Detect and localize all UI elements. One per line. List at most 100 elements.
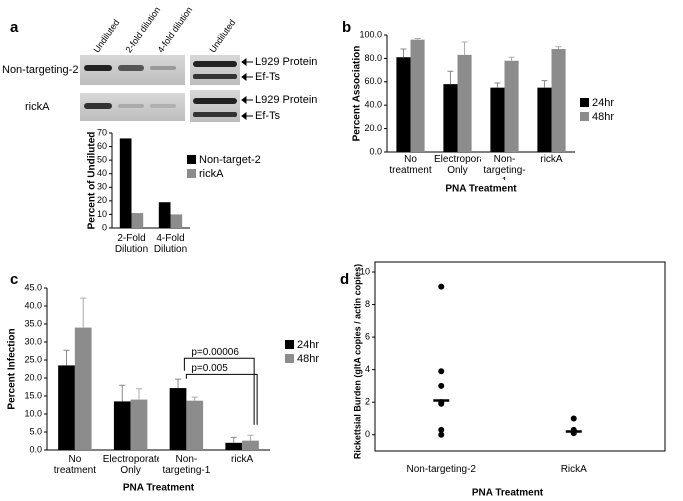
bar [457, 54, 472, 152]
panel-label: c [10, 271, 18, 288]
x-tick-label: rickA [540, 154, 563, 165]
error-bar [494, 82, 501, 88]
legend-label: Non-target-2 [199, 154, 261, 166]
y-tick-label: 30 [97, 182, 107, 192]
lane-label: 4-fold dilution [155, 5, 194, 55]
y-tick-label: 60 [97, 141, 107, 151]
legend-swatch [285, 354, 294, 363]
lane-label: Undiluted [207, 18, 237, 55]
y-tick-label: 5.0 [29, 426, 42, 436]
point [438, 382, 445, 389]
x-tick-label: Electroporated Only [434, 154, 481, 176]
band-label: L929 Protein [255, 94, 317, 106]
x-tick-label: 4-Fold Dilution [153, 233, 188, 255]
x-tick-label: Electroporated Only [103, 454, 159, 476]
y-tick-label: 10 [360, 266, 370, 276]
y-tick-label: 20 [97, 195, 107, 205]
x-tick-label: No treatment [53, 454, 96, 476]
legend-label: 24hr [297, 339, 319, 351]
y-tick-label: 70 [97, 127, 107, 137]
error-bar [461, 41, 468, 55]
lane-label: Undiluted [91, 18, 121, 55]
x-tick-label: Non-targeting-1 [162, 454, 211, 476]
x-tick-label: Non-targeting-1 [162, 454, 211, 476]
x-tick-label: Non-targeting-2 [407, 464, 476, 475]
bar [58, 365, 75, 450]
bar [504, 60, 519, 152]
bar [158, 202, 171, 228]
error-bar [119, 384, 126, 402]
y-tick-label: 6 [365, 331, 370, 341]
legend-label: 24hr [592, 97, 614, 109]
y-tick-label: 45.0 [24, 282, 42, 292]
error-bar [230, 436, 237, 443]
error-bar [191, 396, 198, 401]
y-tick-label: 40.0 [364, 100, 382, 110]
bar [225, 442, 243, 450]
y-tick-label: 4 [365, 364, 370, 374]
bar [242, 440, 259, 450]
point [438, 368, 445, 375]
x-tick-label: No treatment [53, 454, 96, 476]
y-tick-label: 0 [102, 222, 107, 232]
x-axis-label: PNA Treatment [123, 483, 195, 494]
row-label: rickA [25, 101, 50, 113]
point [438, 400, 445, 407]
point [438, 431, 445, 438]
legend-label: rickA [199, 168, 224, 180]
y-tick-label: 40 [97, 168, 107, 178]
legend-label: 48hr [592, 111, 614, 123]
y-axis-label: Percent Association [352, 46, 363, 142]
bar [186, 400, 204, 450]
bar [170, 214, 183, 228]
legend-label: 48hr [297, 353, 319, 365]
panel-label: b [342, 19, 351, 36]
x-tick-label: RickA [560, 464, 587, 475]
bar [169, 388, 187, 450]
y-tick-label: 60.0 [364, 76, 382, 86]
y-tick-label: 10 [97, 209, 107, 219]
band-label: L929 Protein [255, 56, 317, 68]
x-tick-label: RickA [560, 464, 587, 475]
panel-label: a [10, 19, 19, 36]
error-bar [247, 434, 254, 441]
y-tick-label: 40.0 [24, 300, 42, 310]
point [438, 283, 445, 290]
point [570, 415, 577, 422]
bar [119, 138, 132, 228]
bar [551, 49, 566, 152]
legend-swatch [580, 98, 589, 107]
bar [74, 327, 92, 450]
y-tick-label: 35.0 [24, 318, 42, 328]
error-bar [63, 349, 70, 366]
bar [490, 87, 505, 152]
x-tick-label: rickA [231, 454, 253, 465]
y-tick-label: 30.0 [24, 336, 42, 346]
bar [537, 87, 552, 152]
y-tick-label: 0.0 [29, 444, 42, 454]
y-tick-label: 20.0 [364, 123, 382, 133]
significance-bracket [185, 373, 258, 425]
error-bar [541, 80, 548, 88]
bar [410, 39, 425, 152]
x-tick-label: 2-Fold Dilution [114, 233, 149, 255]
annotation: p=0.00006 [191, 347, 239, 358]
x-tick-label: No treatment [389, 154, 432, 176]
bar [443, 84, 458, 152]
bar [113, 401, 131, 450]
y-axis-label: Percent of Undiluted [87, 132, 98, 230]
y-tick-label: 100.0 [359, 29, 382, 39]
y-axis-label: Rickettsial Burden (gltA copies / actin … [352, 264, 362, 459]
error-bar [447, 70, 454, 85]
x-tick-label: 2-Fold Dilution [114, 233, 149, 255]
x-tick-label: Non-targeting-1 [483, 154, 526, 180]
y-tick-label: 80.0 [364, 53, 382, 63]
x-tick-label: No treatment [389, 154, 432, 176]
x-axis-label: PNA Treatment [472, 488, 544, 499]
bar [130, 399, 148, 450]
bar [396, 57, 411, 153]
band-label: Ef-Ts [255, 110, 281, 122]
legend-swatch [187, 155, 196, 164]
annotation: p=0.005 [191, 363, 228, 374]
band-label: Ef-Ts [255, 71, 281, 83]
